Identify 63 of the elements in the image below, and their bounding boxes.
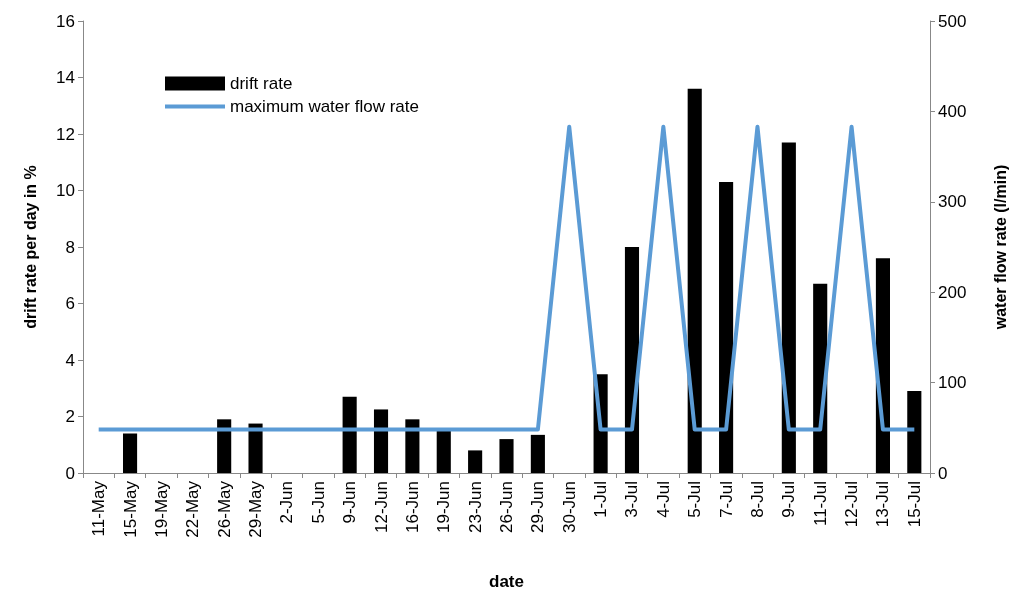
y-tick-label: 10 xyxy=(56,181,75,200)
y-tick-label: 12 xyxy=(56,124,75,144)
bar xyxy=(499,439,514,473)
x-tick-label: 12-Jun xyxy=(371,481,391,533)
x-tick-label: 3-Jul xyxy=(622,481,642,518)
bar xyxy=(123,433,138,473)
x-tick-label: 19-May xyxy=(151,480,171,538)
x-tick-label: 13-Jul xyxy=(873,481,893,528)
x-tick-label: 8-Jul xyxy=(747,481,767,518)
y-tick-label: 0 xyxy=(65,463,75,483)
y-tick-label: 8 xyxy=(65,237,75,257)
x-tick-label: 9-Jun xyxy=(340,481,360,524)
bar xyxy=(342,396,357,473)
y-tick-label: 2 xyxy=(65,407,75,426)
y2-tick-label: 500 xyxy=(938,11,967,31)
bar xyxy=(719,182,734,473)
y-axis-title: drift rate per day in % xyxy=(21,165,39,329)
x-tick-label: 23-Jun xyxy=(465,481,485,533)
bar xyxy=(436,430,451,473)
x-tick-label: 5-Jul xyxy=(685,481,705,518)
y-tick-label: 6 xyxy=(65,294,75,313)
x-tick-label: 16-Jun xyxy=(402,481,422,533)
x-tick-label: 26-Jun xyxy=(497,481,516,533)
x-tick-label: 19-Jun xyxy=(434,481,454,533)
x-tick-label: 4-Jul xyxy=(653,481,673,518)
x-tick-label: 15-May xyxy=(120,480,140,538)
bar xyxy=(405,419,420,473)
x-tick-label: 11-May xyxy=(89,480,109,537)
x-axis-title: date xyxy=(489,572,524,591)
x-tick-label: 22-May xyxy=(183,480,203,538)
y2-axis-title: water flow rate (l/min) xyxy=(991,164,1009,331)
y2-tick-label: 200 xyxy=(938,282,967,302)
bar xyxy=(530,434,545,473)
bar xyxy=(687,88,702,473)
x-tick-label: 2-Jun xyxy=(277,481,297,524)
y2-tick-label: 0 xyxy=(938,463,948,483)
x-tick-label: 12-Jul xyxy=(842,481,862,528)
bar xyxy=(217,419,232,473)
legend-label: drift rate xyxy=(230,74,293,93)
y-tick-label: 16 xyxy=(56,11,75,31)
y2-tick-label: 300 xyxy=(938,192,967,212)
y2-tick-label: 100 xyxy=(938,373,967,393)
x-tick-label: 15-Jul xyxy=(904,481,924,528)
x-tick-label: 1-Jul xyxy=(591,481,611,518)
x-tick-label: 26-May xyxy=(214,480,234,538)
bar xyxy=(875,258,890,473)
bar xyxy=(468,450,483,473)
x-tick-label: 5-Jun xyxy=(308,481,328,524)
x-tick-label: 29-May xyxy=(246,480,266,538)
y-tick-label: 4 xyxy=(65,350,75,370)
y-tick-label: 14 xyxy=(56,68,75,87)
bar xyxy=(781,142,796,473)
x-tick-label: 30-Jun xyxy=(559,481,579,533)
x-tick-label: 29-Jun xyxy=(528,481,548,533)
bar xyxy=(907,391,922,473)
legend-label: maximum water flow rate xyxy=(230,97,419,116)
bar xyxy=(248,423,263,473)
x-tick-label: 7-Jul xyxy=(716,481,736,518)
x-tick-label: 11-Jul xyxy=(810,481,830,527)
bar xyxy=(624,247,640,473)
bar xyxy=(373,409,389,473)
x-tick-label: 9-Jul xyxy=(779,481,799,518)
y2-tick-label: 400 xyxy=(938,101,967,121)
